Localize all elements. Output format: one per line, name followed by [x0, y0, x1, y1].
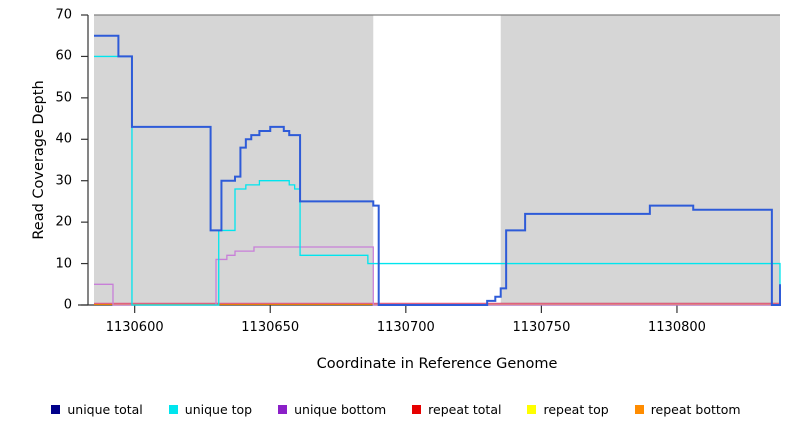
- y-axis-tick-label: 40: [55, 131, 72, 147]
- legend-item[interactable]: unique total: [51, 401, 143, 417]
- legend-label: repeat bottom: [650, 401, 741, 417]
- shaded-band: [94, 15, 374, 305]
- legend-label: unique top: [184, 401, 253, 417]
- legend-swatch-icon: [412, 404, 422, 414]
- y-axis-tick-label: 10: [55, 256, 72, 272]
- legend-swatch-icon: [634, 404, 644, 414]
- legend-swatch-icon: [168, 404, 178, 414]
- y-axis-tick-label: 70: [55, 7, 72, 23]
- legend-item[interactable]: repeat total: [412, 402, 501, 417]
- x-axis-tick-label: 1130700: [376, 320, 435, 335]
- y-axis-tick-label: 30: [55, 173, 72, 189]
- shaded-band: [500, 15, 780, 305]
- y-axis-tick-label: 0: [63, 297, 72, 313]
- legend-item[interactable]: unique bottom: [278, 402, 386, 417]
- legend-swatch-icon: [278, 404, 288, 414]
- legend-label: unique bottom: [294, 401, 387, 417]
- x-axis-tick-label: 1130650: [241, 320, 300, 335]
- y-axis-tick-label: 20: [55, 214, 72, 230]
- series-line-unique-total: [94, 34, 781, 306]
- legend-swatch-icon: [527, 404, 537, 414]
- x-axis-title: Coordinate in Reference Genome: [316, 356, 558, 372]
- x-axis-tick-label: 1130800: [648, 320, 706, 335]
- legend: unique total unique top unique bottom repea…: [0, 398, 792, 420]
- y-axis-tick-label: 50: [55, 90, 72, 106]
- x-axis-tick-label: 1130600: [105, 320, 164, 335]
- series-line-unique-bottom: [94, 246, 780, 306]
- legend-swatch-icon: [51, 404, 61, 414]
- legend-item[interactable]: unique top: [168, 401, 253, 417]
- y-axis-tick-label: 60: [55, 48, 72, 64]
- legend-item[interactable]: repeat top: [527, 401, 609, 417]
- legend-item[interactable]: repeat bottom: [634, 401, 741, 417]
- legend-label: repeat top: [543, 401, 609, 417]
- legend-label: repeat total: [428, 401, 502, 417]
- legend-label: unique total: [67, 401, 143, 417]
- series-line-unique-top: [94, 55, 781, 306]
- x-axis-tick-label: 1130750: [512, 320, 571, 335]
